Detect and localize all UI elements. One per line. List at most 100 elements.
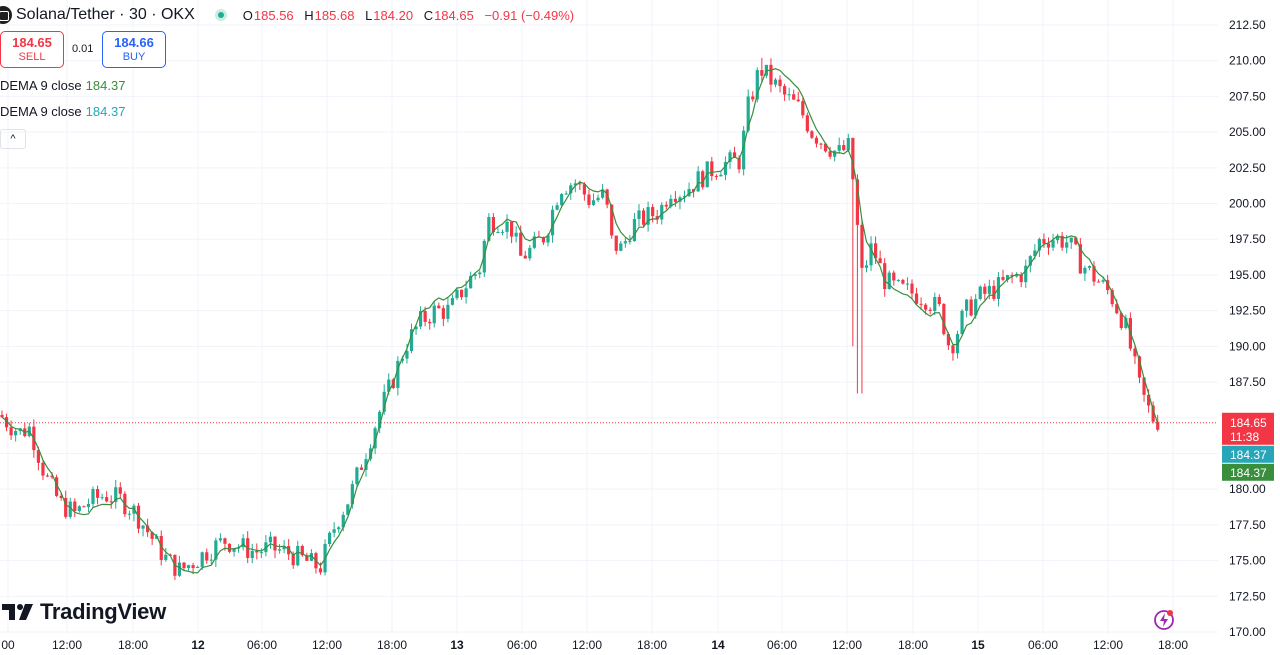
candle-body — [1142, 377, 1146, 395]
candle-body — [610, 204, 614, 236]
candle-body — [819, 143, 823, 145]
price-axis[interactable]: 212.50 210.00 207.50 205.00 202.50 200.00 197.… — [1229, 18, 1266, 639]
sell-button[interactable]: 184.65 SELL — [0, 31, 64, 68]
candle-body — [141, 525, 145, 529]
flash-icon[interactable] — [1153, 609, 1175, 631]
y-tick-label: 195.00 — [1229, 268, 1266, 282]
candle-body — [1083, 267, 1087, 274]
candle-body — [605, 189, 609, 205]
candle-body — [924, 304, 928, 310]
y-tick-label: 180.00 — [1229, 482, 1266, 496]
candle-body — [341, 514, 345, 528]
time-axis[interactable]: 00 12:00 18:00 12 06:00 12:00 18:00 13 06:00 12:0… — [1, 638, 1188, 652]
candle-body — [387, 379, 391, 392]
solana-logo-icon — [0, 6, 12, 24]
candle-body — [769, 64, 773, 85]
y-tick-label: 187.50 — [1229, 375, 1266, 389]
candle-body — [1110, 290, 1114, 305]
candle-body — [1065, 242, 1069, 248]
candle-body — [1010, 275, 1014, 277]
candle-body — [965, 299, 969, 311]
dema-line — [1, 68, 1159, 574]
candle-body — [355, 467, 359, 485]
y-tick-label: 210.00 — [1229, 54, 1266, 68]
candle-body — [127, 513, 131, 515]
candle-body — [510, 221, 514, 237]
sell-price: 184.65 — [12, 35, 52, 50]
candle-body — [55, 477, 59, 496]
indicator-dema-1[interactable]: DEMA 9 close 184.37 — [0, 78, 125, 93]
candle-body — [914, 293, 919, 304]
indicator-dema-2[interactable]: DEMA 9 close 184.37 — [0, 104, 125, 119]
candle-body — [1074, 237, 1078, 245]
candle-body — [541, 237, 546, 243]
candle-body — [1015, 274, 1019, 277]
candle-body — [582, 184, 586, 195]
candle-body — [36, 450, 40, 463]
countdown-text: 11:38 — [1230, 430, 1259, 444]
candle-body — [1069, 237, 1073, 243]
candle-body — [346, 504, 350, 515]
candle-body — [751, 96, 755, 100]
candle-body — [186, 565, 191, 569]
candle-body — [0, 414, 4, 418]
candle-body — [892, 272, 896, 281]
x-tick-label: 18:00 — [637, 638, 667, 652]
x-tick-label: 18:00 — [1158, 638, 1188, 652]
candle-body — [9, 427, 13, 436]
candle-body — [196, 566, 200, 569]
candle-body — [291, 554, 295, 566]
candle-body — [1133, 348, 1137, 357]
candle-body — [86, 503, 91, 507]
candle-body — [232, 548, 236, 552]
candle-body — [305, 555, 309, 561]
ohlc-high-key: H — [304, 7, 314, 23]
candle-body — [919, 303, 923, 305]
candle-body — [878, 258, 882, 264]
candle-body — [68, 501, 72, 517]
candle-body — [446, 304, 450, 319]
candle-body — [578, 183, 582, 185]
candle-body — [651, 207, 655, 217]
candle-body — [969, 299, 973, 316]
candle-body — [905, 283, 910, 285]
candle-body — [842, 145, 846, 151]
buy-button[interactable]: 184.66 BUY — [102, 31, 166, 68]
candle-body — [896, 279, 900, 281]
x-tick-label: 06:00 — [1028, 638, 1058, 652]
candle-body — [1046, 243, 1051, 248]
candle-body — [682, 196, 687, 198]
candle-body — [623, 241, 627, 244]
symbol-title[interactable]: Solana/Tether · 30 · OKX — [16, 6, 195, 23]
candle-body — [496, 232, 500, 234]
candle-body — [833, 150, 837, 157]
candle-body — [296, 545, 300, 566]
ohlc-values: O185.56 H185.68 L184.20 C184.65 −0.91 (−… — [243, 8, 581, 23]
candle-body — [223, 538, 227, 544]
candle-body — [669, 198, 673, 207]
candle-body — [805, 115, 809, 132]
candle-body — [564, 193, 568, 195]
candle-body — [660, 204, 664, 220]
candle-body — [177, 562, 182, 576]
indicator-value: 184.37 — [85, 78, 126, 93]
ohlc-low-key: L — [365, 7, 373, 23]
candle-body — [532, 236, 536, 248]
candle-body — [1119, 313, 1123, 329]
candle-body — [883, 263, 887, 290]
candle-body — [860, 224, 864, 268]
candle-body — [487, 216, 491, 241]
candle-body — [796, 99, 800, 102]
candle-body — [1033, 250, 1037, 257]
tradingview-logo[interactable]: TradingView — [2, 599, 166, 625]
candle-body — [419, 311, 423, 327]
candle-body — [1019, 274, 1023, 283]
candle-body — [637, 210, 641, 220]
collapse-legend-button[interactable]: ^ — [0, 129, 26, 149]
x-tick-label: 12 — [191, 638, 205, 652]
candle-body — [64, 497, 68, 517]
x-tick-label: 12:00 — [52, 638, 82, 652]
candle-body — [373, 428, 377, 449]
